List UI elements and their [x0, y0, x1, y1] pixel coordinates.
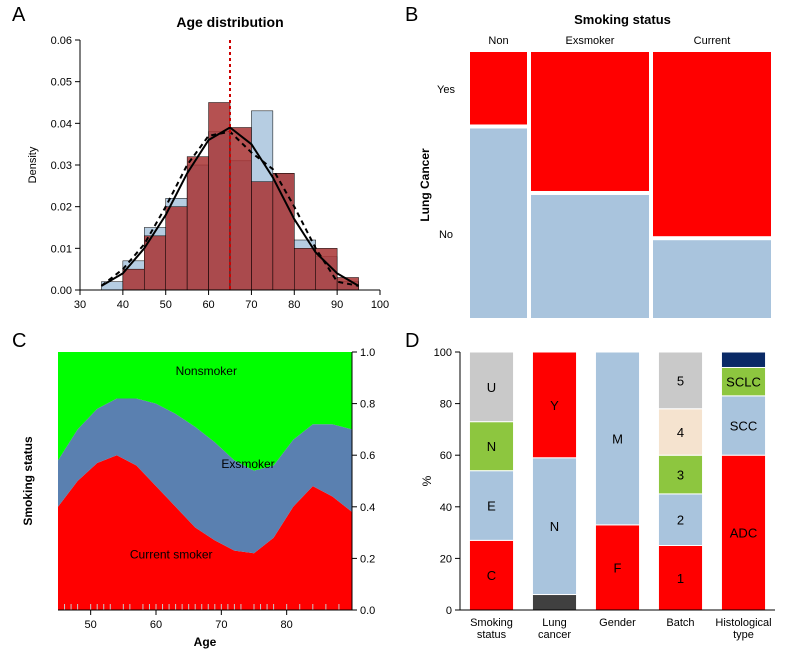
svg-text:80: 80	[440, 399, 452, 411]
svg-text:Non: Non	[488, 35, 508, 47]
svg-text:0.01: 0.01	[51, 243, 72, 255]
svg-text:Lung Cancer: Lung Cancer	[418, 148, 432, 222]
svg-text:C: C	[487, 568, 496, 583]
svg-text:N: N	[487, 439, 496, 454]
svg-text:0.0: 0.0	[360, 605, 375, 617]
svg-text:Age: Age	[194, 635, 217, 649]
svg-text:0.04: 0.04	[51, 118, 72, 130]
svg-text:Batch: Batch	[666, 617, 694, 629]
svg-text:ADC: ADC	[730, 526, 757, 541]
svg-text:0.00: 0.00	[51, 285, 72, 297]
svg-text:cancer: cancer	[538, 629, 571, 641]
svg-text:70: 70	[245, 299, 257, 311]
svg-text:0.02: 0.02	[51, 202, 72, 214]
svg-text:2: 2	[677, 513, 684, 528]
svg-text:Current: Current	[694, 35, 731, 47]
svg-text:Exsmoker: Exsmoker	[566, 35, 615, 47]
svg-text:SCLC: SCLC	[726, 375, 761, 390]
panel-a-chart: Age distribution 30 40 50 60 70 80 90 100 0.00 0.0…	[18, 10, 398, 330]
panel-c-chart: Nonsmoker Exsmoker Current smoker 50 60 70 80 0…	[18, 340, 398, 660]
svg-text:70: 70	[215, 619, 227, 631]
svg-text:Exsmoker: Exsmoker	[221, 457, 274, 471]
svg-text:50: 50	[160, 299, 172, 311]
svg-text:90: 90	[331, 299, 343, 311]
svg-text:20: 20	[440, 553, 452, 565]
svg-text:0.03: 0.03	[51, 160, 72, 172]
svg-text:0.05: 0.05	[51, 77, 72, 89]
svg-text:30: 30	[74, 299, 86, 311]
svg-text:50: 50	[85, 619, 97, 631]
svg-text:M: M	[612, 431, 623, 446]
svg-text:Smoking status: Smoking status	[21, 436, 35, 526]
svg-text:100: 100	[371, 299, 389, 311]
svg-text:80: 80	[281, 619, 293, 631]
svg-text:E: E	[487, 499, 496, 514]
svg-text:0.2: 0.2	[360, 553, 375, 565]
svg-text:0.06: 0.06	[51, 35, 72, 47]
svg-text:SCC: SCC	[730, 419, 757, 434]
svg-text:4: 4	[677, 425, 684, 440]
svg-text:Yes: Yes	[437, 84, 455, 96]
svg-text:3: 3	[677, 468, 684, 483]
svg-text:0: 0	[446, 605, 452, 617]
svg-text:Histological: Histological	[715, 617, 771, 629]
svg-text:0.6: 0.6	[360, 450, 375, 462]
svg-text:40: 40	[440, 502, 452, 514]
svg-text:Y: Y	[550, 398, 559, 413]
svg-text:60: 60	[150, 619, 162, 631]
svg-text:status: status	[477, 629, 507, 641]
panel-d-chart: C E N U Smokingstatus N Y Lungcancer F M Gender 1 2 3…	[415, 340, 785, 660]
svg-text:%: %	[420, 475, 434, 486]
svg-text:F: F	[614, 560, 622, 575]
svg-text:Density: Density	[27, 146, 39, 183]
svg-text:Age distribution: Age distribution	[176, 14, 283, 30]
svg-text:Current smoker: Current smoker	[130, 547, 213, 561]
svg-text:5: 5	[677, 373, 684, 388]
svg-text:U: U	[487, 380, 496, 395]
svg-text:80: 80	[288, 299, 300, 311]
svg-text:Smoking: Smoking	[470, 617, 513, 629]
svg-text:No: No	[439, 229, 453, 241]
panel-b-chart: Smoking status Non Exsmoker Current Yes No Lun…	[415, 10, 785, 330]
svg-text:0.4: 0.4	[360, 502, 375, 514]
svg-text:100: 100	[434, 347, 452, 359]
svg-text:40: 40	[117, 299, 129, 311]
svg-text:60: 60	[440, 450, 452, 462]
svg-text:60: 60	[202, 299, 214, 311]
svg-text:1.0: 1.0	[360, 347, 375, 359]
svg-text:type: type	[733, 629, 754, 641]
svg-text:Smoking status: Smoking status	[574, 12, 671, 27]
svg-text:Lung: Lung	[542, 617, 566, 629]
svg-text:N: N	[550, 519, 559, 534]
svg-text:1: 1	[677, 571, 684, 586]
svg-text:Gender: Gender	[599, 617, 636, 629]
svg-text:Nonsmoker: Nonsmoker	[176, 364, 237, 378]
svg-text:0.8: 0.8	[360, 399, 375, 411]
